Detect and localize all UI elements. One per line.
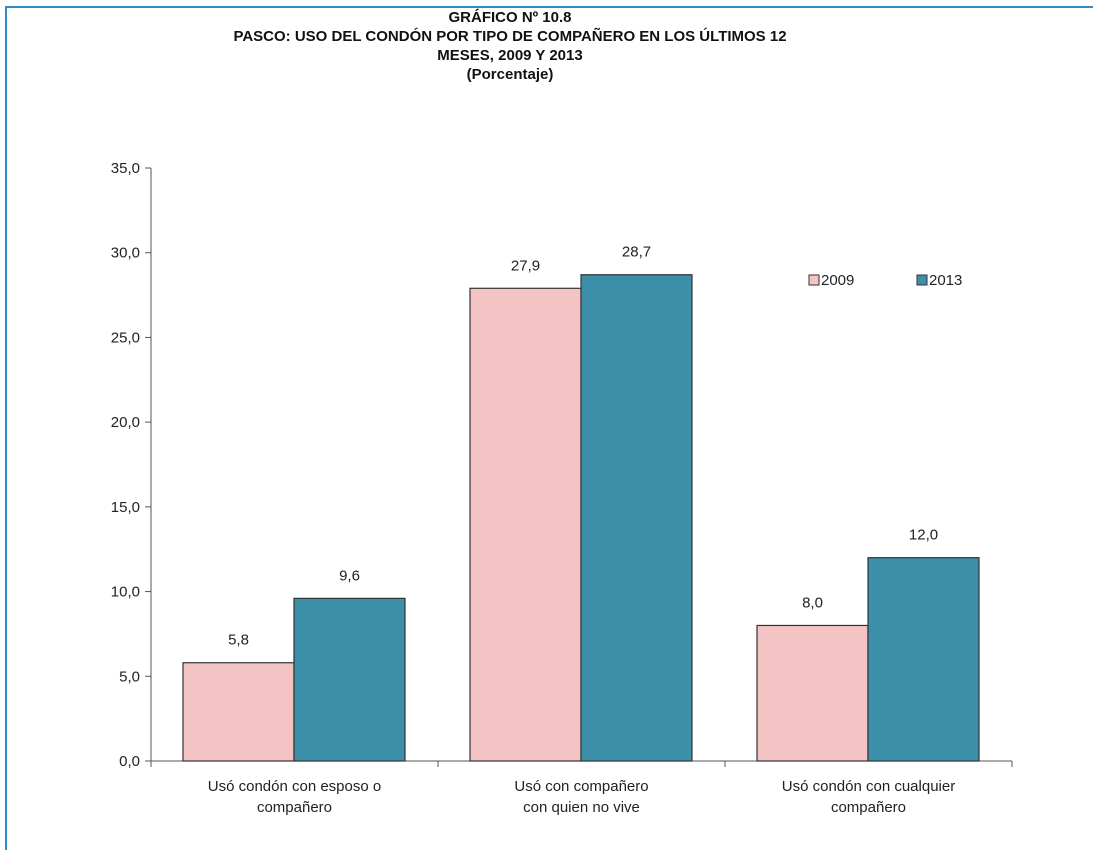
x-tick-label-line: compañero (257, 799, 332, 816)
data-label: 28,7 (622, 244, 651, 261)
x-tick-label: Usó con compañero con quien no vive (514, 778, 648, 816)
y-tick-label: 0,0 (119, 753, 140, 770)
frame-border (5, 6, 1093, 850)
y-tick-label: 35,0 (111, 160, 140, 177)
bar-2009 (182, 662, 295, 762)
x-tick-label-line: Usó condón con esposo o (208, 778, 381, 795)
data-label: 12,0 (909, 527, 938, 544)
x-tick-label: Usó condón con esposo o compañero (208, 778, 381, 816)
x-tick-label-line: Usó condón con cualquier (782, 778, 955, 795)
legend-label: 2013 (929, 272, 962, 289)
data-label: 8,0 (802, 594, 823, 611)
legend-label: 2009 (821, 272, 854, 289)
chart-title-line-2: PASCO: USO DEL CONDÓN POR TIPO DE COMPAÑ… (233, 28, 787, 45)
y-tick-label: 20,0 (111, 414, 140, 431)
bar-2013 (580, 274, 693, 762)
y-tick-label: 15,0 (111, 499, 140, 516)
legend-swatch-2013 (916, 274, 928, 286)
data-label: 5,8 (228, 632, 249, 649)
chart-title-line-1: GRÁFICO Nº 10.8 (448, 9, 572, 26)
x-tick-label-line: con quien no vive (523, 799, 640, 816)
legend-swatch-2009 (808, 274, 820, 286)
y-tick-label: 30,0 (111, 245, 140, 262)
chart-plot: 0,0 5,0 10,0 15,0 20,0 25,0 30,0 35,0 5,8 9,6 Usó … (111, 160, 1013, 816)
chart-title-line-3: MESES, 2009 Y 2013 (437, 47, 583, 64)
bar-2009 (469, 287, 582, 762)
bar-2013 (867, 557, 980, 762)
x-tick-label-line: Usó con compañero (514, 778, 648, 795)
chart-title: GRÁFICO Nº 10.8 PASCO: USO DEL CONDÓN PO… (150, 8, 870, 84)
y-tick-label: 25,0 (111, 329, 140, 346)
x-tick-label-line: compañero (831, 799, 906, 816)
x-tick-label: Usó condón con cualquier compañero (782, 778, 955, 816)
bar-2013 (293, 597, 406, 762)
data-label: 9,6 (339, 567, 360, 584)
data-label: 27,9 (511, 257, 540, 274)
y-tick-label: 10,0 (111, 584, 140, 601)
chart-subtitle: (Porcentaje) (466, 66, 554, 83)
bar-2009 (756, 624, 869, 762)
y-tick-label: 5,0 (119, 668, 140, 685)
